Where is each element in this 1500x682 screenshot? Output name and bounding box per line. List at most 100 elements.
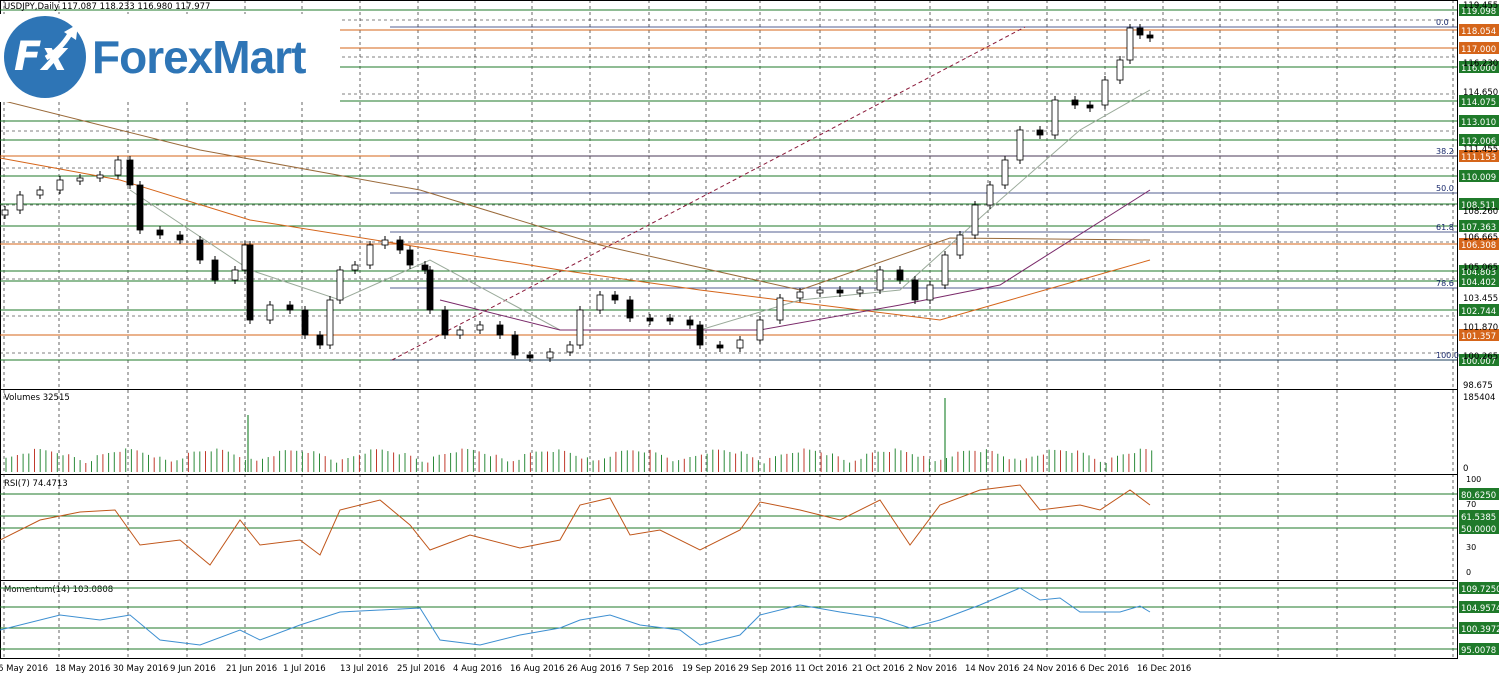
candle-body (156, 229, 164, 236)
candle-body (211, 259, 219, 281)
momentum-level-tag (1459, 582, 1499, 594)
time-axis-label: 6 Dec 2016 (1080, 664, 1129, 674)
rsi-level-tag (1459, 522, 1499, 534)
time-axis-label: 7 Sep 2016 (625, 664, 673, 674)
momentum-title: Momentum(14) 103.0808 (4, 585, 113, 595)
price-axis-tick: 98.675 (1463, 381, 1493, 391)
price-level-tag (1459, 95, 1499, 107)
price-axis-tick: 100.265 (1463, 352, 1498, 362)
volumes-title: Volumes 32515 (4, 393, 70, 403)
candle-body (596, 294, 604, 311)
price-level-label: 112.006 (1461, 137, 1496, 147)
price-level-label: 102.744 (1461, 307, 1496, 317)
price-level-tag (1459, 265, 1499, 277)
price-axis-tick: 111.455 (1463, 145, 1498, 155)
time-axis-label: 16 Aug 2016 (510, 664, 564, 674)
time-axis-label: 21 Jun 2016 (226, 664, 277, 674)
candle-body (776, 297, 784, 321)
candle-body (1016, 129, 1024, 161)
candle-body (136, 184, 144, 231)
momentum-level-tag (1459, 601, 1499, 613)
time-axis-label: 4 Aug 2016 (453, 664, 502, 674)
time-axis-label: 9 Jun 2016 (170, 664, 216, 674)
logo-brand-text: ForexMart (92, 31, 306, 83)
price-level-tag (1459, 42, 1499, 54)
price-level-label: 104.402 (1461, 278, 1496, 288)
volume-axis-max: 185404 (1463, 393, 1495, 403)
candle-body (1116, 59, 1124, 81)
price-level-label: 106.308 (1461, 241, 1496, 251)
candle-body (911, 279, 919, 301)
candle-body (1071, 99, 1079, 106)
time-axis-label: 24 Nov 2016 (1023, 664, 1077, 674)
rsi-axis-tick: 30 (1466, 543, 1476, 552)
candle-body (716, 344, 724, 349)
price-level-label: 111.153 (1461, 153, 1496, 163)
rsi-axis-tick: 70 (1466, 500, 1476, 509)
candle-body (896, 269, 904, 281)
candle-body (381, 239, 389, 246)
price-axis-tick: 105.065 (1463, 263, 1498, 273)
time-axis-label: 11 Oct 2016 (795, 664, 848, 674)
price-axis-tick: 116.230 (1463, 59, 1498, 69)
candle-body (286, 304, 294, 311)
candle-body (986, 184, 994, 206)
volume-pane (0, 389, 1458, 475)
candle-body (496, 324, 504, 336)
candle-body (971, 204, 979, 236)
candle-body (546, 351, 554, 359)
time-axis-label: 19 Sep 2016 (682, 664, 736, 674)
momentum-level-label: 104.9574 (1461, 604, 1500, 614)
price-level-tag (1459, 275, 1499, 287)
ma-long-line (0, 157, 1151, 321)
time-axis-label: 25 Jul 2016 (397, 664, 445, 674)
candle-body (396, 239, 404, 251)
candle-body (421, 264, 429, 271)
time-axis-label: 18 May 2016 (55, 664, 110, 674)
candle-body (1136, 27, 1144, 36)
time-axis-label: 14 Nov 2016 (965, 664, 1019, 674)
candle-body (96, 174, 104, 179)
rsi-axis-tick: 0 (1466, 568, 1471, 577)
price-level-tag (1459, 115, 1499, 127)
candle-body (816, 289, 824, 294)
candle-body (266, 304, 274, 321)
momentum-level-label: 95.0078 (1461, 646, 1496, 656)
price-level-label: 117.000 (1461, 45, 1496, 55)
fibonacci-label: 0.0 (1436, 18, 1449, 27)
candle-body (836, 289, 844, 294)
candle-body (1001, 159, 1009, 186)
fibonacci-label: 50.0 (1436, 184, 1454, 193)
time-axis-label: 2 Nov 2016 (908, 664, 957, 674)
volume-axis-min: 0 (1463, 464, 1468, 474)
price-level-label: 119.098 (1461, 7, 1496, 17)
price-level-label: 101.357 (1461, 332, 1496, 342)
candle-body (176, 234, 184, 241)
candle-body (956, 234, 964, 256)
price-axis-tick: 106.665 (1463, 233, 1498, 243)
momentum-level-tag (1459, 622, 1499, 634)
candle-body (1086, 104, 1094, 109)
candle-body (426, 269, 434, 311)
price-axis-tick: 108.260 (1463, 207, 1498, 217)
candle-body (686, 319, 694, 326)
price-level-label: 114.075 (1461, 98, 1496, 108)
price-level-tag (1459, 61, 1499, 73)
candle-body (366, 244, 374, 266)
candle-body (526, 354, 534, 359)
candle-body (456, 329, 464, 336)
price-level-tag (1459, 134, 1499, 146)
momentum-level-label: 100.3972 (1461, 625, 1500, 635)
fibonacci-trendline (391, 26, 1026, 361)
rsi-line (0, 484, 1151, 566)
time-axis-label: 26 Aug 2016 (567, 664, 621, 674)
price-level-label: 107.363 (1461, 223, 1496, 233)
candle-body (1126, 27, 1134, 61)
candle-body (441, 309, 449, 336)
price-level-tag (1459, 354, 1499, 366)
price-level-tag (1459, 150, 1499, 162)
price-level-label: 100.007 (1461, 357, 1496, 367)
fibonacci-label: 61.8 (1436, 223, 1454, 232)
